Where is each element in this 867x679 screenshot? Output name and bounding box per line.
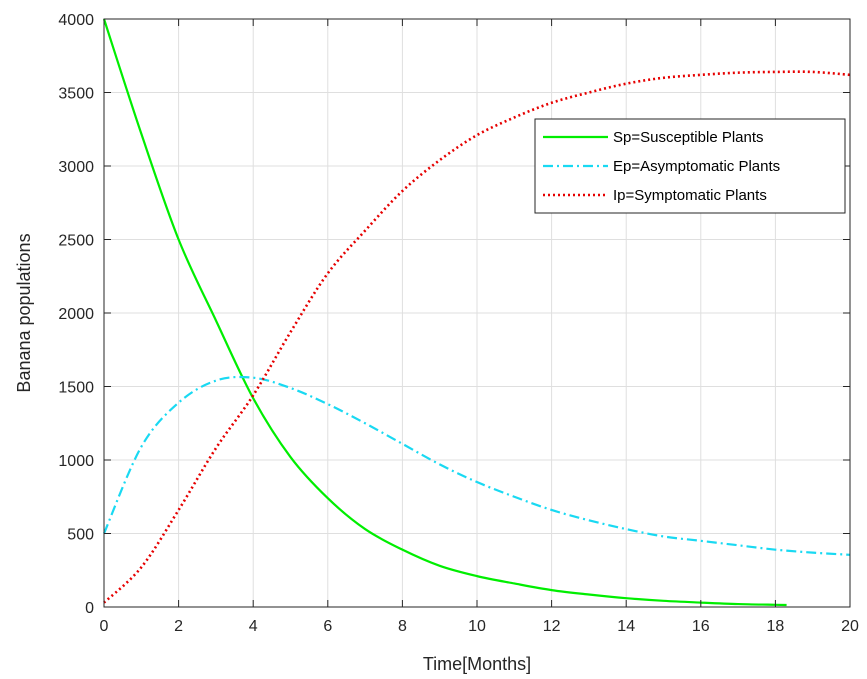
y-tick-label: 1500	[58, 380, 94, 397]
legend-label-ip: Ip=Symptomatic Plants	[613, 187, 767, 204]
legend: Sp=Susceptible Plants Ep=Asymptomatic Pl…	[534, 118, 846, 214]
grid	[104, 19, 850, 607]
series-line-ip	[103, 70, 851, 604]
x-tick-label: 8	[398, 618, 407, 635]
y-tick-label: 0	[85, 600, 94, 617]
y-tick-label: 4000	[58, 12, 94, 29]
x-tick-label: 16	[692, 618, 710, 635]
x-tick-label: 10	[468, 618, 486, 635]
y-tick-label: 500	[67, 527, 94, 544]
x-axis-ticks: 0 2 4 6 8 10 12 14 16 18 20	[100, 19, 859, 635]
x-tick-label: 18	[767, 618, 785, 635]
series-layer	[102, 18, 851, 607]
x-tick-label: 20	[841, 618, 859, 635]
y-axis-ticks: 0 500 1000 1500 2000 2500 3000 3500 4000	[58, 12, 850, 617]
x-tick-label: 2	[174, 618, 183, 635]
x-tick-label: 12	[543, 618, 561, 635]
x-tick-label: 14	[617, 618, 635, 635]
x-tick-label: 0	[100, 618, 109, 635]
y-tick-label: 2500	[58, 233, 94, 250]
series-line-ep	[102, 375, 851, 556]
series-line-sp	[102, 18, 787, 607]
x-tick-label: 6	[323, 618, 332, 635]
y-tick-label: 2000	[58, 306, 94, 323]
legend-label-ep: Ep=Asymptomatic Plants	[613, 158, 780, 175]
x-axis-label: Time[Months]	[423, 654, 531, 674]
y-tick-label: 1000	[58, 453, 94, 470]
x-tick-label: 4	[249, 618, 258, 635]
y-tick-label: 3000	[58, 159, 94, 176]
y-axis-label: Banana populations	[14, 233, 34, 392]
y-tick-label: 3500	[58, 86, 94, 103]
legend-label-sp: Sp=Susceptible Plants	[613, 129, 764, 146]
